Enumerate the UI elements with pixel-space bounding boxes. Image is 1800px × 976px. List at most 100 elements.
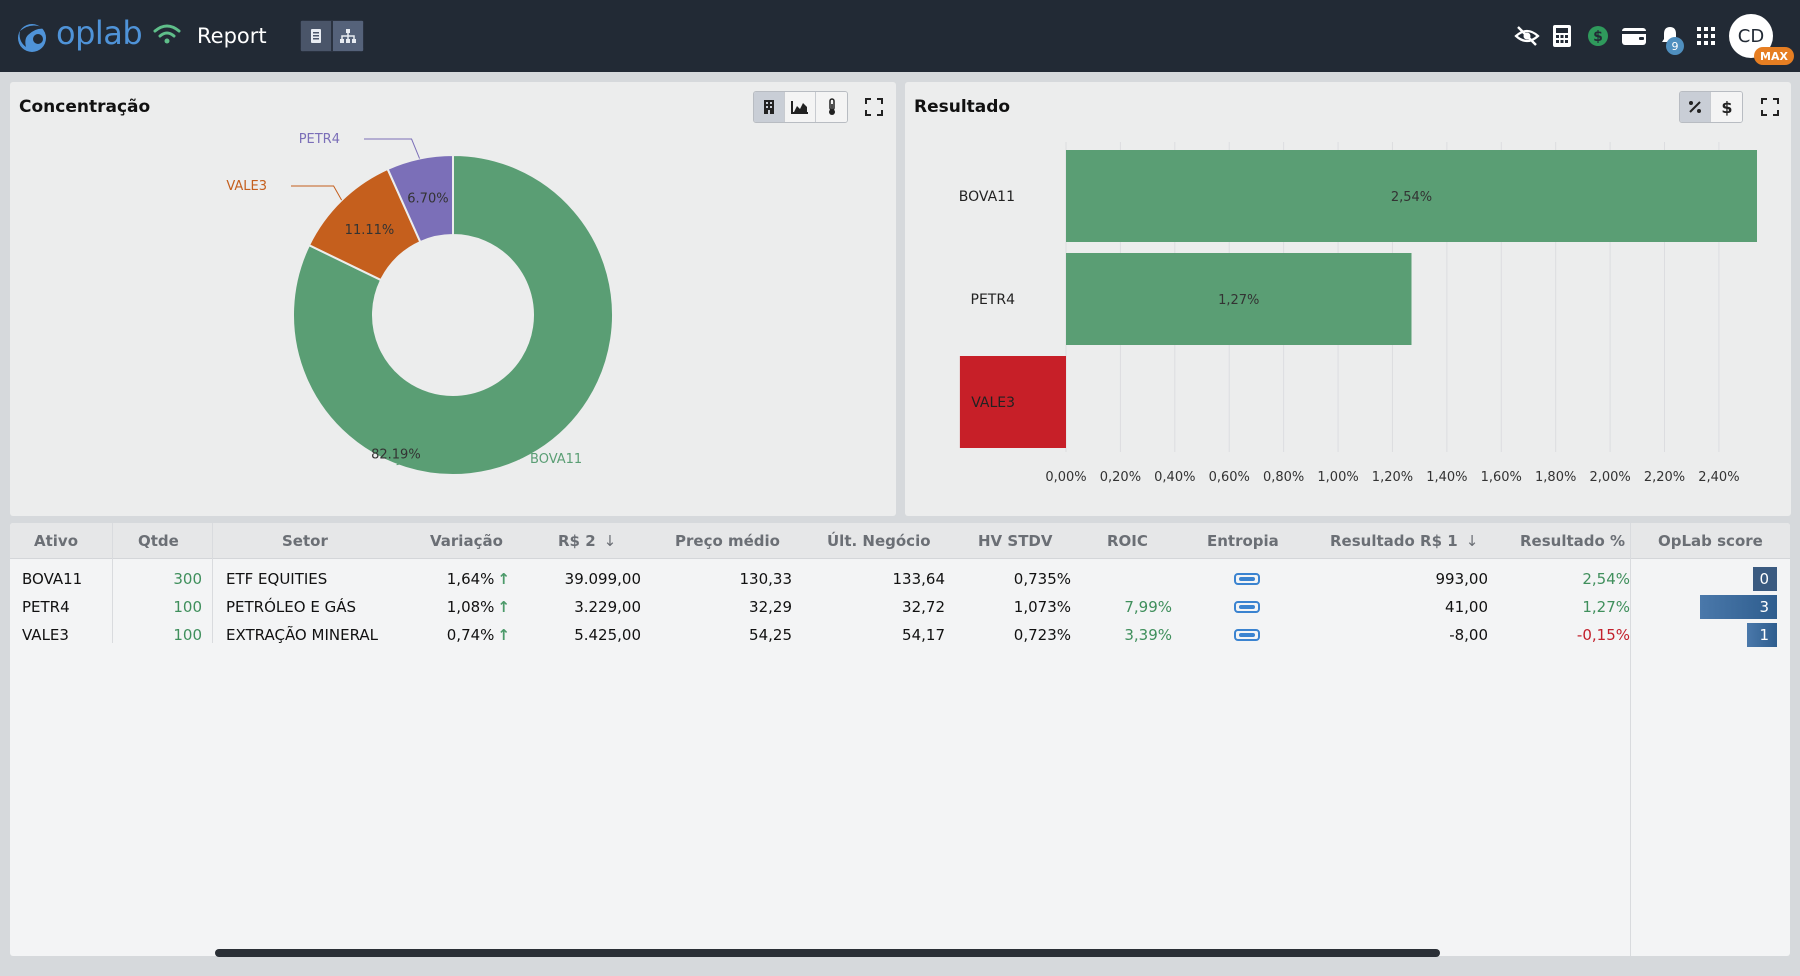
oplab-logo-icon[interactable]	[14, 19, 50, 55]
cell-roic: 3,39%	[1124, 621, 1172, 649]
x-tick-label: 0,20%	[1100, 470, 1141, 485]
cell-resultado-rs1: -8,00	[1449, 621, 1488, 649]
cell-resultado-pct: -0,15%	[1577, 621, 1630, 649]
cell-value: 1,073%	[1013, 598, 1071, 616]
leader-line	[291, 185, 343, 201]
percent-icon	[1689, 101, 1701, 113]
up-arrow-icon: ↑	[497, 598, 510, 616]
cell-value: 32,29	[749, 598, 792, 616]
cell-ativo: PETR4	[22, 593, 70, 621]
cell-value: 100	[173, 598, 202, 616]
col-header-resultado-pct[interactable]: Resultado %	[1520, 532, 1626, 550]
eye-slash-icon[interactable]	[1513, 22, 1541, 50]
building-icon	[764, 100, 774, 114]
dollar-circle-icon[interactable]: $	[1584, 22, 1612, 50]
wifi-icon	[153, 24, 181, 44]
table-row[interactable]: BOVA11 300 ETF EQUITIES 1,64% ↑ 39.099,00 130,…	[10, 565, 1790, 593]
x-tick-label: 1,60%	[1481, 470, 1522, 485]
page-title: Report	[197, 24, 267, 48]
cell-rs2: 3.229,00	[574, 593, 641, 621]
cell-value: EXTRAÇÃO MINERAL	[226, 626, 379, 644]
cell-setor: ETF EQUITIES	[226, 565, 327, 593]
col-header-preco-medio[interactable]: Preço médio	[675, 532, 780, 550]
cell-variacao: 1,64% ↑	[447, 565, 510, 593]
portfolio-table: Ativo Qtde Setor Variação R$ 2 ↓ Preço mé…	[10, 523, 1790, 956]
col-header-variacao[interactable]: Variação	[430, 532, 503, 550]
cell-value: PETR4	[22, 598, 70, 616]
leader-line	[396, 458, 520, 466]
bar-chart: 0,00% 0,20% 0,40% 0,60% 0,80% 1,00% 1,20% 1,40%…	[959, 142, 1757, 485]
slice-bova11[interactable]	[292, 153, 614, 476]
col-header-ult-negocio[interactable]: Últ. Negócio	[827, 532, 931, 550]
column-divider	[112, 523, 113, 643]
column-divider	[1630, 523, 1631, 956]
slice-label: PETR4	[299, 132, 340, 147]
bar-petr4[interactable]	[1066, 253, 1412, 345]
wallet-icon[interactable]	[1620, 22, 1648, 50]
x-tick-label: 0,00%	[1045, 470, 1086, 485]
svg-text:$: $	[1721, 98, 1732, 116]
brand-name[interactable]: oplab	[56, 14, 143, 52]
col-header-qtde[interactable]: Qtde	[138, 532, 179, 550]
cell-variacao: 0,74% ↑	[447, 621, 510, 649]
sort-down-icon: ↓	[1465, 532, 1479, 550]
percent-button[interactable]	[1680, 92, 1711, 122]
cell-ativo: BOVA11	[22, 565, 82, 593]
thermometer-button[interactable]	[816, 92, 847, 122]
horizontal-scrollbar[interactable]	[215, 949, 1440, 957]
cell-value: 0,723%	[1013, 626, 1071, 644]
cell-qtde: 300	[173, 565, 202, 593]
svg-text:$: $	[1593, 29, 1603, 45]
col-header-roic[interactable]: ROIC	[1107, 532, 1148, 550]
calculator-icon[interactable]	[1548, 22, 1576, 50]
tree-view-button[interactable]	[332, 20, 364, 52]
cell-value: 5.425,00	[574, 626, 641, 644]
up-arrow-icon: ↑	[497, 626, 510, 644]
x-tick-label: 0,40%	[1154, 470, 1195, 485]
panel-title: Resultado	[914, 97, 1011, 117]
cell-ativo: VALE3	[22, 621, 69, 649]
cell-qtde: 100	[173, 593, 202, 621]
col-header-setor[interactable]: Setor	[282, 532, 328, 550]
cell-value: 100	[173, 626, 202, 644]
cell-ult-negocio: 54,17	[902, 621, 945, 649]
resultado-panel: Resultado $ 0,00% 0,20% 0,40% 0,60% 0,80% 1,0…	[905, 82, 1791, 516]
category-label: BOVA11	[959, 189, 1015, 205]
col-header-entropia[interactable]: Entropia	[1207, 532, 1279, 550]
col-header-hv-stdv[interactable]: HV STDV	[978, 532, 1053, 550]
cell-value: 993,00	[1435, 570, 1489, 588]
cell-value: 1,64%	[446, 570, 495, 588]
cell-value: 300	[173, 570, 202, 588]
col-header-oplab-score[interactable]: OpLab score	[1658, 532, 1763, 550]
cell-value: 41,00	[1445, 598, 1488, 616]
table-row[interactable]: PETR4 100 PETRÓLEO E GÁS 1,08% ↑ 3.229,00 32,2…	[10, 593, 1790, 621]
cell-value: ETF EQUITIES	[226, 570, 328, 588]
expand-icon[interactable]	[862, 95, 886, 119]
panel-title: Concentração	[19, 97, 151, 117]
grid-icon[interactable]	[1692, 22, 1720, 50]
col-header-ativo[interactable]: Ativo	[34, 532, 79, 550]
oplab-score-bar: 1	[1747, 623, 1777, 647]
unit-toggle-group: $	[1679, 91, 1743, 123]
cell-preco-medio: 32,29	[749, 593, 792, 621]
col-header-resultado-rs1-label: Resultado R$ 1	[1330, 532, 1458, 550]
col-header-rs2[interactable]: R$ 2 ↓	[558, 523, 616, 559]
col-header-resultado-rs1[interactable]: Resultado R$ 1 ↓	[1330, 523, 1478, 559]
report-view-button[interactable]	[300, 20, 332, 52]
table-header: Ativo Qtde Setor Variação R$ 2 ↓ Preço mé…	[10, 523, 1790, 559]
cell-value: VALE3	[22, 626, 69, 644]
bar-bova11[interactable]	[1066, 150, 1757, 242]
slice-petr4[interactable]	[386, 153, 454, 244]
table-row[interactable]: VALE3 100 EXTRAÇÃO MINERAL 0,74% ↑ 5.425,00 54…	[10, 621, 1790, 649]
dollar-button[interactable]: $	[1711, 92, 1742, 122]
cell-value: 0,74%	[446, 626, 495, 644]
expand-icon[interactable]	[1758, 95, 1782, 119]
building-chart-button[interactable]	[754, 92, 785, 122]
bar-vale3[interactable]	[959, 356, 1066, 448]
cell-hv-stdv: 1,073%	[1014, 593, 1071, 621]
cell-resultado-rs1: 41,00	[1445, 593, 1488, 621]
cell-qtde: 100	[173, 621, 202, 649]
cell-setor: PETRÓLEO E GÁS	[226, 593, 356, 621]
cell-value: 133,64	[892, 570, 946, 588]
area-chart-button[interactable]	[785, 92, 816, 122]
